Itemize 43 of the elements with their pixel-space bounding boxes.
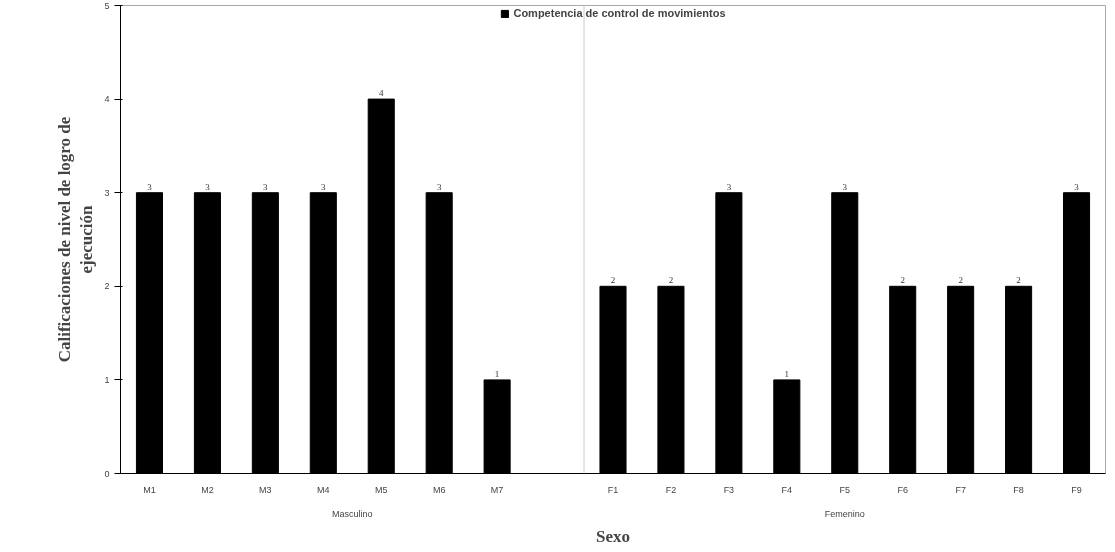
x-tick-label: F6 [897, 484, 908, 495]
data-label: 3 [263, 181, 269, 192]
x-tick-label: F7 [955, 484, 966, 495]
y-tick-label: 3 [104, 187, 110, 198]
x-tick-label: M1 [143, 484, 156, 495]
x-tick-label: M7 [490, 484, 504, 495]
data-label: 4 [378, 88, 384, 99]
data-label: 1 [784, 368, 790, 379]
data-label: 3 [205, 181, 211, 192]
data-label: 3 [321, 181, 327, 192]
data-label: 2 [610, 275, 616, 286]
x-tick-label: F8 [1013, 484, 1024, 495]
legend-label: Competencia de control de movimientos [513, 7, 726, 19]
x-tick-label: M6 [432, 484, 446, 495]
data-label: 2 [668, 275, 674, 286]
x-axis-title: Sexo [596, 526, 630, 546]
data-label: 1 [494, 368, 500, 379]
y-tick-label: 4 [104, 94, 110, 105]
y-tick-label: 2 [104, 281, 110, 292]
y-axis-title: Calificaciones de nivel de logro de ejecución [54, 116, 97, 363]
text: Femenino [824, 508, 865, 519]
data-label: 3 [842, 181, 848, 192]
data-label: 3 [726, 181, 732, 192]
x-tick-label: F1 [607, 484, 619, 495]
y-tick-label: 0 [104, 468, 110, 479]
data-label: 2 [958, 275, 963, 286]
y-tick-label: 1 [104, 374, 110, 385]
x-tick-label: F2 [665, 484, 677, 495]
x-tick-label: M5 [374, 484, 388, 495]
data-label: 3 [1074, 181, 1080, 192]
x-tick-label: F3 [723, 484, 735, 495]
x-tick-label: M2 [201, 484, 214, 495]
data-label: 3 [147, 181, 153, 192]
text: Masculino [332, 508, 373, 519]
x-tick-label: M3 [259, 484, 272, 495]
data-label: 2 [1016, 275, 1021, 286]
data-label: 2 [900, 275, 905, 286]
x-tick-label: F5 [839, 484, 851, 495]
x-tick-label: F4 [781, 484, 793, 495]
x-tick-label: F9 [1071, 484, 1082, 495]
y-tick-label: 5 [104, 0, 110, 11]
data-label: 3 [436, 181, 442, 192]
x-tick-label: M4 [317, 484, 330, 495]
